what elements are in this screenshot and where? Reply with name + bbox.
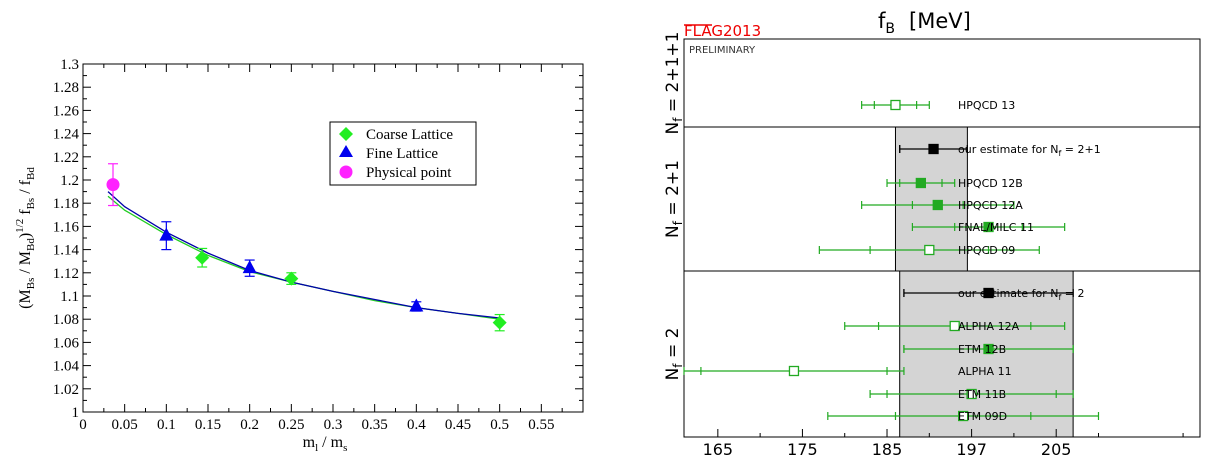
plot-frame — [82, 63, 584, 413]
legend: Coarse Lattice Fine Lattice Physical poi… — [329, 121, 477, 186]
fb-entry-label: HPQCD 09 — [958, 244, 1015, 257]
x-tick-label: 0.05 — [112, 417, 138, 433]
fb-data-point — [788, 365, 800, 377]
y-tick-label: 1.28 — [53, 80, 79, 96]
flag-watermark: FLAG2013 — [684, 22, 761, 40]
legend-label-fine: Fine Lattice — [366, 146, 438, 162]
fb-data-point — [949, 320, 960, 332]
fb-entry-label: our estimate for Nf = 2 — [958, 287, 1085, 302]
fb-data-point — [983, 221, 994, 233]
legend-label-physical: Physical point — [366, 165, 452, 181]
fb-data-point — [924, 244, 935, 256]
x-tick-label: 0.3 — [324, 417, 343, 433]
legend-box — [329, 121, 477, 186]
data-point-coarse — [284, 271, 299, 286]
panel-label: Nf = 2+1+1 — [663, 32, 685, 135]
fb-entry-label: our estimate for Nf = 2+1 — [958, 143, 1101, 158]
fit-curve-0 — [107, 195, 500, 320]
x-tick-label: 0.1 — [157, 417, 176, 433]
right-plot-frame — [683, 38, 1201, 438]
fb-entry-label: FNAL/MILC 11 — [958, 221, 1034, 234]
fb-x-tick-label: 165 — [703, 440, 734, 458]
fb-data-point — [928, 143, 939, 155]
fb-entry-label: ETM 11B — [958, 388, 1006, 401]
y-tick-label: 1.02 — [53, 382, 79, 398]
y-tick-label: 1 — [72, 405, 80, 421]
legend-marker-physical — [339, 165, 353, 179]
fb-data-point — [983, 343, 994, 355]
y-tick-label: 1.26 — [53, 103, 80, 119]
x-tick-label: 0.2 — [240, 417, 259, 433]
fb-x-tick-label: 185 — [872, 440, 903, 458]
fb-entry-label: HPQCD 13 — [958, 99, 1015, 112]
fb-entry-label: HPQCD 12B — [958, 177, 1023, 190]
fb-x-tick-label: 205 — [1041, 440, 1072, 458]
panel-label: Nf = 2+1 — [663, 160, 685, 238]
x-tick-label: 0 — [79, 417, 87, 433]
data-point-fine — [242, 260, 257, 274]
y-tick-label: 1.16 — [53, 219, 80, 235]
data-point-physical — [106, 178, 120, 192]
x-tick-label: 0.45 — [445, 417, 471, 433]
fb-entry-label: ALPHA 12A — [958, 320, 1020, 333]
x-axis-label: ml / ms — [303, 434, 348, 454]
fb-x-tick-label: 197 — [956, 440, 987, 458]
x-tick-label: 0.55 — [528, 417, 554, 433]
y-tick-label: 1.2 — [60, 173, 79, 189]
fb-data-point — [890, 99, 901, 111]
ratio-chart: 0 0.05 0.1 0.15 0.2 0.25 0.3 0.35 0.4 0.45 0.5 0.55… — [14, 57, 584, 454]
data-point-fine — [409, 298, 424, 312]
y-tick-label: 1.3 — [60, 57, 79, 73]
x-tick-label: 0.4 — [407, 417, 426, 433]
y-tick-label: 1.1 — [60, 289, 79, 305]
data-point-coarse — [492, 315, 507, 330]
fb-data-point — [983, 287, 994, 299]
x-tick-label: 0.5 — [490, 417, 509, 433]
fb-entry-label: ALPHA 11 — [958, 365, 1012, 378]
data-point-fine — [159, 227, 174, 241]
y-tick-label: 1.04 — [53, 359, 80, 375]
preliminary-label: PRELIMINARY — [689, 45, 756, 56]
y-tick-label: 1.06 — [53, 335, 80, 351]
y-tick-label: 1.08 — [53, 312, 79, 328]
x-tick-label: 0.25 — [278, 417, 304, 433]
fb-data-point — [966, 388, 977, 400]
panel-label: Nf = 2 — [663, 328, 685, 381]
legend-marker-fine — [339, 145, 353, 157]
fb-x-tick-label: 175 — [787, 440, 818, 458]
fb-entry-label: ETM 12B — [958, 343, 1006, 356]
data-point-coarse — [195, 250, 210, 265]
fb-entry-label: ETM 09D — [958, 410, 1007, 423]
y-axis-label: (MBs / MBd)1/2 fBs / fBd — [14, 167, 37, 309]
fb-data-point — [957, 410, 969, 422]
x-tick-label: 0.35 — [362, 417, 388, 433]
y-tick-label: 1.24 — [53, 127, 80, 143]
legend-label-coarse: Coarse Lattice — [366, 127, 453, 143]
right-chart-title: fB [MeV] — [878, 9, 971, 37]
x-tick-label: 0.15 — [195, 417, 221, 433]
fb-data-point — [932, 199, 943, 211]
y-tick-label: 1.14 — [53, 243, 80, 259]
y-tick-label: 1.22 — [53, 150, 79, 166]
fit-curve-1 — [107, 191, 500, 319]
y-tick-label: 1.18 — [53, 196, 79, 212]
y-tick-label: 1.12 — [53, 266, 79, 282]
legend-marker-coarse — [339, 127, 353, 141]
fb-data-point — [915, 177, 927, 189]
fb-comparison-chart: FLAG2013 fB [MeV] PRELIMINARY 165 175 185 19… — [663, 9, 1201, 458]
fb-entry-label: HPQCD 12A — [958, 199, 1023, 212]
